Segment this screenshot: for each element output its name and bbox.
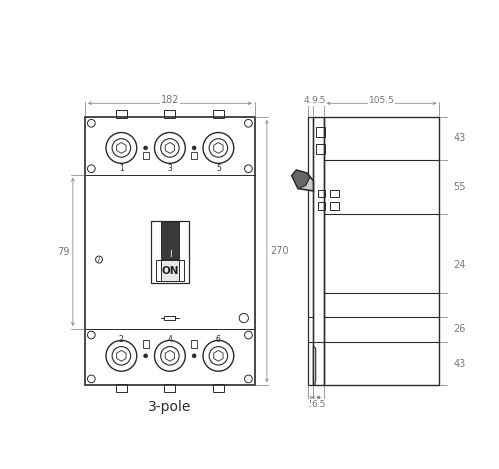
Bar: [308, 117, 313, 385]
Text: 1: 1: [119, 164, 124, 173]
Circle shape: [144, 354, 148, 358]
Bar: [161, 259, 179, 281]
Bar: [316, 144, 325, 154]
Text: 3: 3: [168, 164, 172, 173]
Text: i: i: [98, 257, 100, 263]
Bar: [151, 221, 189, 283]
Text: ON: ON: [161, 266, 179, 276]
Text: 9.5: 9.5: [311, 96, 326, 105]
Bar: [318, 202, 325, 210]
Bar: [191, 152, 197, 159]
Text: I: I: [169, 250, 171, 259]
Bar: [213, 384, 224, 392]
Text: 105.5: 105.5: [369, 96, 395, 105]
Circle shape: [144, 146, 148, 150]
Circle shape: [192, 354, 196, 358]
Polygon shape: [292, 170, 313, 191]
Bar: [330, 190, 339, 197]
Bar: [143, 340, 149, 348]
Bar: [143, 152, 149, 159]
Bar: [316, 128, 325, 136]
Bar: [318, 190, 325, 197]
Text: 182: 182: [161, 95, 179, 105]
Text: 4.5: 4.5: [304, 96, 318, 105]
Bar: [191, 340, 197, 348]
Text: 270: 270: [270, 246, 288, 256]
Text: 43: 43: [453, 359, 466, 369]
Bar: [116, 384, 127, 392]
Text: 2: 2: [119, 335, 124, 344]
Bar: [330, 202, 339, 210]
Bar: [213, 110, 224, 118]
Bar: [156, 259, 184, 281]
Bar: [85, 117, 254, 385]
Text: 26: 26: [453, 325, 466, 334]
Text: 3-pole: 3-pole: [148, 400, 192, 414]
Text: 5: 5: [308, 400, 314, 409]
Text: 55: 55: [453, 182, 466, 192]
Bar: [165, 384, 175, 392]
Text: 6: 6: [216, 335, 221, 344]
Bar: [165, 110, 175, 118]
Text: 24: 24: [453, 260, 466, 271]
Circle shape: [192, 146, 196, 150]
Text: 43: 43: [453, 134, 466, 144]
Bar: [116, 110, 127, 118]
Text: 4: 4: [168, 335, 172, 344]
Polygon shape: [292, 170, 309, 189]
Bar: [165, 316, 175, 320]
Bar: [313, 117, 324, 385]
Text: 79: 79: [57, 247, 70, 257]
Text: 6.5: 6.5: [311, 400, 326, 409]
Bar: [161, 222, 179, 259]
Text: 5: 5: [216, 164, 221, 173]
Bar: [324, 117, 440, 385]
